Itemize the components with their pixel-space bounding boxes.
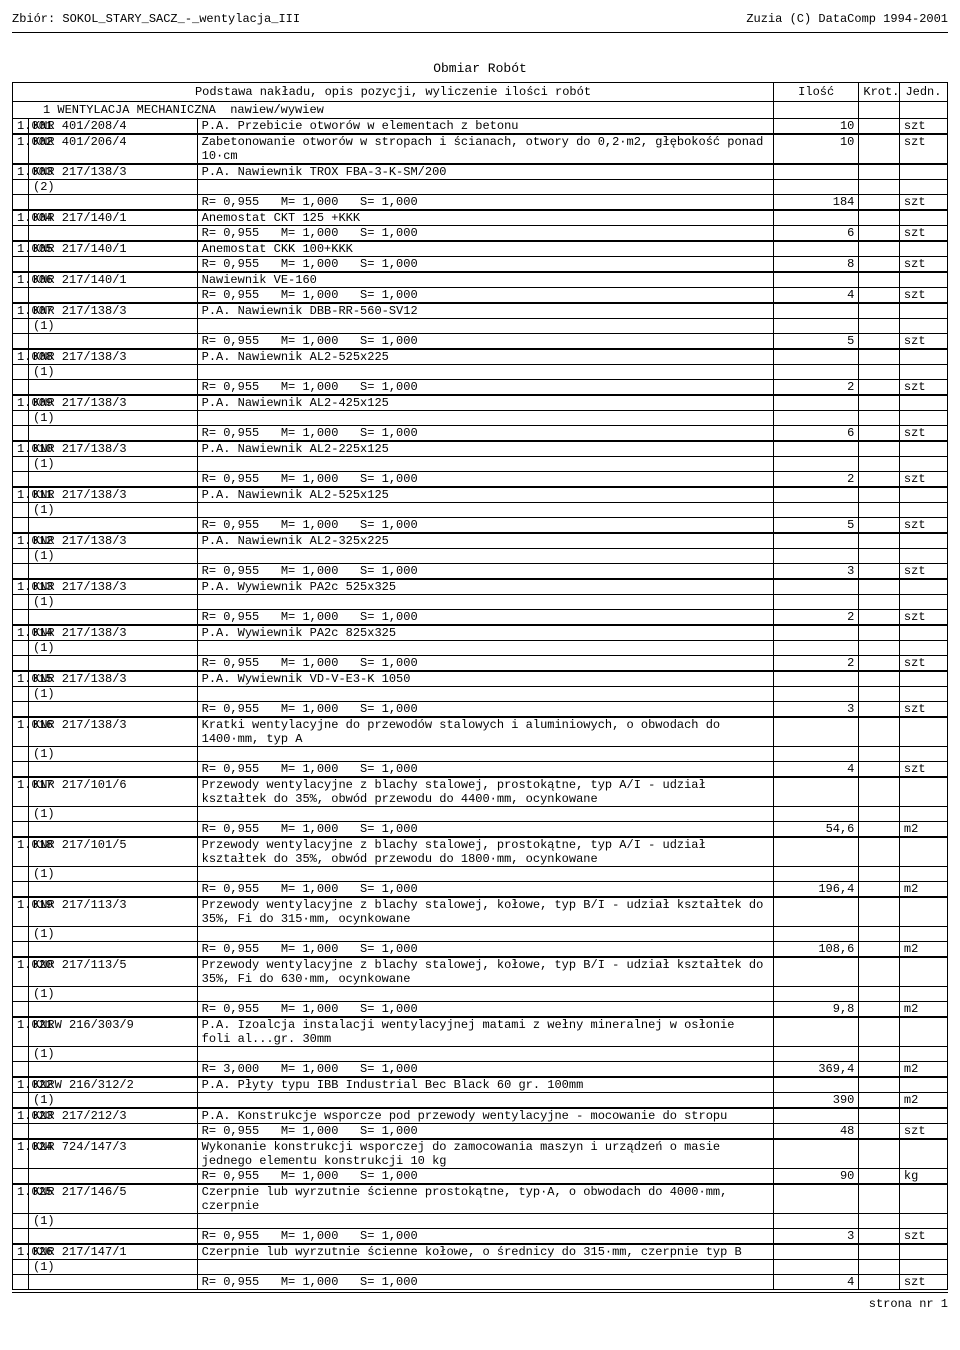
table-row: R= 0,955 M= 1,000 S= 1,0002szt xyxy=(13,656,948,671)
items-table: Podstawa nakładu, opis pozycji, wyliczen… xyxy=(12,82,948,1290)
table-row: 1.020KNR 217/113/5Przewody wentylacyjne … xyxy=(13,958,948,987)
table-row: 1.010KNR 217/138/3P.A. Nawiewnik AL2-225… xyxy=(13,442,948,457)
table-row: (1) xyxy=(13,867,948,882)
table-row: 1.019KNR 217/113/3Przewody wentylacyjne … xyxy=(13,898,948,927)
table-row: R= 0,955 M= 1,000 S= 1,0006szt xyxy=(13,226,948,241)
table-row: R= 0,955 M= 1,000 S= 1,0003szt xyxy=(13,702,948,717)
table-row: R= 0,955 M= 1,000 S= 1,0002szt xyxy=(13,380,948,395)
table-row: R= 0,955 M= 1,000 S= 1,0004szt xyxy=(13,762,948,777)
table-row: 1.009KNR 217/138/3P.A. Nawiewnik AL2-425… xyxy=(13,396,948,411)
table-header-row: Podstawa nakładu, opis pozycji, wyliczen… xyxy=(13,83,948,102)
table-row: (1) xyxy=(13,927,948,942)
col-krot: Krot. xyxy=(859,83,900,102)
table-row: R= 0,955 M= 1,000 S= 1,00090kg xyxy=(13,1169,948,1184)
header-left: Zbiór: SOKOL_STARY_SACZ_-_wentylacja_III xyxy=(12,12,300,26)
table-row: R= 3,000 M= 1,000 S= 1,000369,4m2 xyxy=(13,1062,948,1077)
table-row: R= 0,955 M= 1,000 S= 1,0005szt xyxy=(13,518,948,533)
table-row: (1) xyxy=(13,365,948,380)
table-row: (1) xyxy=(13,641,948,656)
col-unit: Jedn. xyxy=(899,83,947,102)
table-row: 1.001KNR 401/208/4P.A. Przebicie otworów… xyxy=(13,119,948,134)
table-row: R= 0,955 M= 1,000 S= 1,00054,6m2 xyxy=(13,822,948,837)
col-basis: Podstawa nakładu, opis pozycji, wyliczen… xyxy=(13,83,774,102)
table-row: (1)390m2 xyxy=(13,1093,948,1108)
table-row: R= 0,955 M= 1,000 S= 1,0008szt xyxy=(13,257,948,272)
table-row: R= 0,955 M= 1,000 S= 1,0009,8m2 xyxy=(13,1002,948,1017)
table-row: (1) xyxy=(13,411,948,426)
table-row: (1) xyxy=(13,319,948,334)
table-row: 1.015KNR 217/138/3P.A. Wywiewnik VD-V-E3… xyxy=(13,672,948,687)
table-row: 1.002KNR 401/206/4Zabetonowanie otworów … xyxy=(13,135,948,164)
footer-rule xyxy=(12,1292,948,1293)
page-footer: strona nr 1 xyxy=(12,1297,948,1311)
table-row: 1.025KNR 217/146/5Czerpnie lub wyrzutnie… xyxy=(13,1185,948,1214)
doc-title: Obmiar Robót xyxy=(12,61,948,76)
table-row: (1) xyxy=(13,987,948,1002)
table-row: R= 0,955 M= 1,000 S= 1,0002szt xyxy=(13,472,948,487)
table-row: (1) xyxy=(13,457,948,472)
table-row: 1.017KNR 217/101/6Przewody wentylacyjne … xyxy=(13,778,948,807)
table-row: 1.013KNR 217/138/3P.A. Wywiewnik PA2c 52… xyxy=(13,580,948,595)
table-row: (2) xyxy=(13,180,948,195)
header-rule xyxy=(12,32,948,33)
table-row: 1.023KNR 217/212/3P.A. Konstrukcje wspor… xyxy=(13,1109,948,1124)
table-row: R= 0,955 M= 1,000 S= 1,000196,4m2 xyxy=(13,882,948,897)
header-right: Zuzia (C) DataComp 1994-2001 xyxy=(746,12,948,26)
page-header: Zbiór: SOKOL_STARY_SACZ_-_wentylacja_III… xyxy=(12,12,948,26)
table-row: R= 0,955 M= 1,000 S= 1,0003szt xyxy=(13,564,948,579)
table-row: (1) xyxy=(13,747,948,762)
table-row: R= 0,955 M= 1,000 S= 1,0004szt xyxy=(13,288,948,303)
table-row: 1.012KNR 217/138/3P.A. Nawiewnik AL2-325… xyxy=(13,534,948,549)
table-row: (1) xyxy=(13,1214,948,1229)
table-row: R= 0,955 M= 1,000 S= 1,00048szt xyxy=(13,1124,948,1139)
table-row: 1.004KNR 217/140/1Anemostat CKT 125 +KKK xyxy=(13,211,948,226)
table-row: 1.006KNR 217/140/1Nawiewnik VE-160 xyxy=(13,273,948,288)
table-row: (1) xyxy=(13,687,948,702)
table-row: 1.014KNR 217/138/3P.A. Wywiewnik PA2c 82… xyxy=(13,626,948,641)
table-row: 1.022KNRW 216/312/2P.A. Płyty typu IBB I… xyxy=(13,1078,948,1093)
table-row: R= 0,955 M= 1,000 S= 1,0004szt xyxy=(13,1275,948,1290)
table-row: 1.024KNR 724/147/3Wykonanie konstrukcji … xyxy=(13,1140,948,1169)
table-row: 1.008KNR 217/138/3P.A. Nawiewnik AL2-525… xyxy=(13,350,948,365)
table-row: (1) xyxy=(13,595,948,610)
table-row: R= 0,955 M= 1,000 S= 1,0002szt xyxy=(13,610,948,625)
table-row: 1.018KNR 217/101/5Przewody wentylacyjne … xyxy=(13,838,948,867)
table-row: (1) xyxy=(13,1047,948,1062)
table-row: 1.011KNR 217/138/3P.A. Nawiewnik AL2-525… xyxy=(13,488,948,503)
table-row: (1) xyxy=(13,503,948,518)
table-row: (1) xyxy=(13,807,948,822)
table-row: 1.005KNR 217/140/1Anemostat CKK 100+KKK xyxy=(13,242,948,257)
table-row: R= 0,955 M= 1,000 S= 1,000184szt xyxy=(13,195,948,210)
table-row: 1.007KNR 217/138/3P.A. Nawiewnik DBB-RR-… xyxy=(13,304,948,319)
table-row: 1.021KNRW 216/303/9P.A. Izoalcja instala… xyxy=(13,1018,948,1047)
table-row: 1.026KNR 217/147/1Czerpnie lub wyrzutnie… xyxy=(13,1245,948,1260)
table-row: R= 0,955 M= 1,000 S= 1,0006szt xyxy=(13,426,948,441)
table-row: R= 0,955 M= 1,000 S= 1,0003szt xyxy=(13,1229,948,1244)
table-row: (1) xyxy=(13,1260,948,1275)
table-row: (1) xyxy=(13,549,948,564)
table-row: R= 0,955 M= 1,000 S= 1,000108,6m2 xyxy=(13,942,948,957)
section-row: 1 WENTYLACJA MECHANICZNA nawiew/wywiew xyxy=(13,102,948,119)
table-row: R= 0,955 M= 1,000 S= 1,0005szt xyxy=(13,334,948,349)
table-row: 1.016KNR 217/138/3Kratki wentylacyjne do… xyxy=(13,718,948,747)
table-row: 1.003KNR 217/138/3P.A. Nawiewnik TROX FB… xyxy=(13,165,948,180)
col-qty: Ilość xyxy=(774,83,859,102)
